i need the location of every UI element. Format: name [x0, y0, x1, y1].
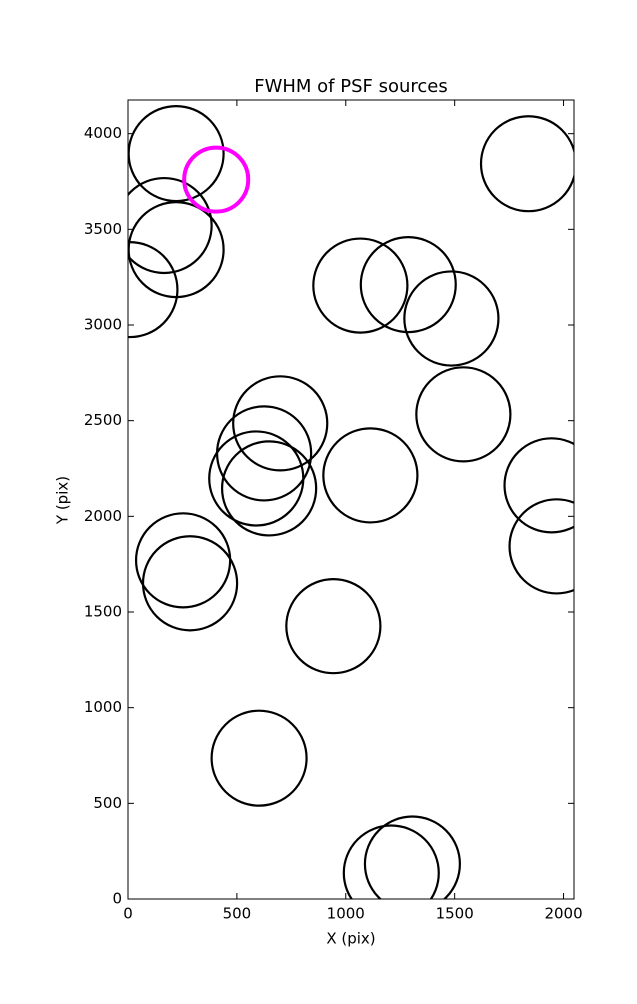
source-circle — [415, 366, 512, 463]
y-tick-label: 1500 — [84, 603, 122, 621]
source-circle — [220, 440, 318, 537]
source-circle — [312, 237, 409, 334]
x-tick-label: 1000 — [327, 905, 365, 923]
x-tick-label: 0 — [123, 905, 133, 923]
x-tick-label: 2000 — [544, 905, 582, 923]
plot-area — [128, 105, 574, 899]
source-circle — [208, 430, 305, 527]
y-tick-label: 500 — [93, 794, 122, 812]
source-circle — [182, 145, 251, 214]
source-circle — [503, 437, 574, 534]
source-circle — [128, 176, 213, 275]
axes-frame — [127, 99, 575, 900]
y-tick-label: 0 — [112, 890, 122, 908]
x-tick-label: 1500 — [436, 905, 474, 923]
source-circle — [285, 578, 382, 675]
chart-title: FWHM of PSF sources — [254, 76, 448, 97]
y-tick-label: 2000 — [84, 507, 122, 525]
y-tick-label: 2500 — [84, 411, 122, 429]
source-circle — [479, 115, 574, 213]
y-axis-label: Y (pix) — [54, 476, 72, 525]
source-circle — [232, 375, 329, 472]
y-tick-label: 4000 — [84, 124, 122, 142]
source-circle — [359, 236, 457, 334]
source-circle — [128, 241, 179, 339]
y-tick-label: 1000 — [84, 698, 122, 716]
y-tick-label: 3500 — [84, 220, 122, 238]
source-circle — [342, 824, 440, 899]
source-circle — [363, 815, 461, 899]
source-circle — [508, 498, 574, 595]
source-circle — [403, 270, 500, 367]
y-tick-label: 3000 — [84, 316, 122, 334]
source-circle — [210, 709, 308, 807]
source-circle — [141, 535, 239, 632]
x-axis-label: X (pix) — [326, 930, 375, 948]
source-circle — [322, 427, 419, 524]
x-tick-label: 500 — [223, 905, 252, 923]
